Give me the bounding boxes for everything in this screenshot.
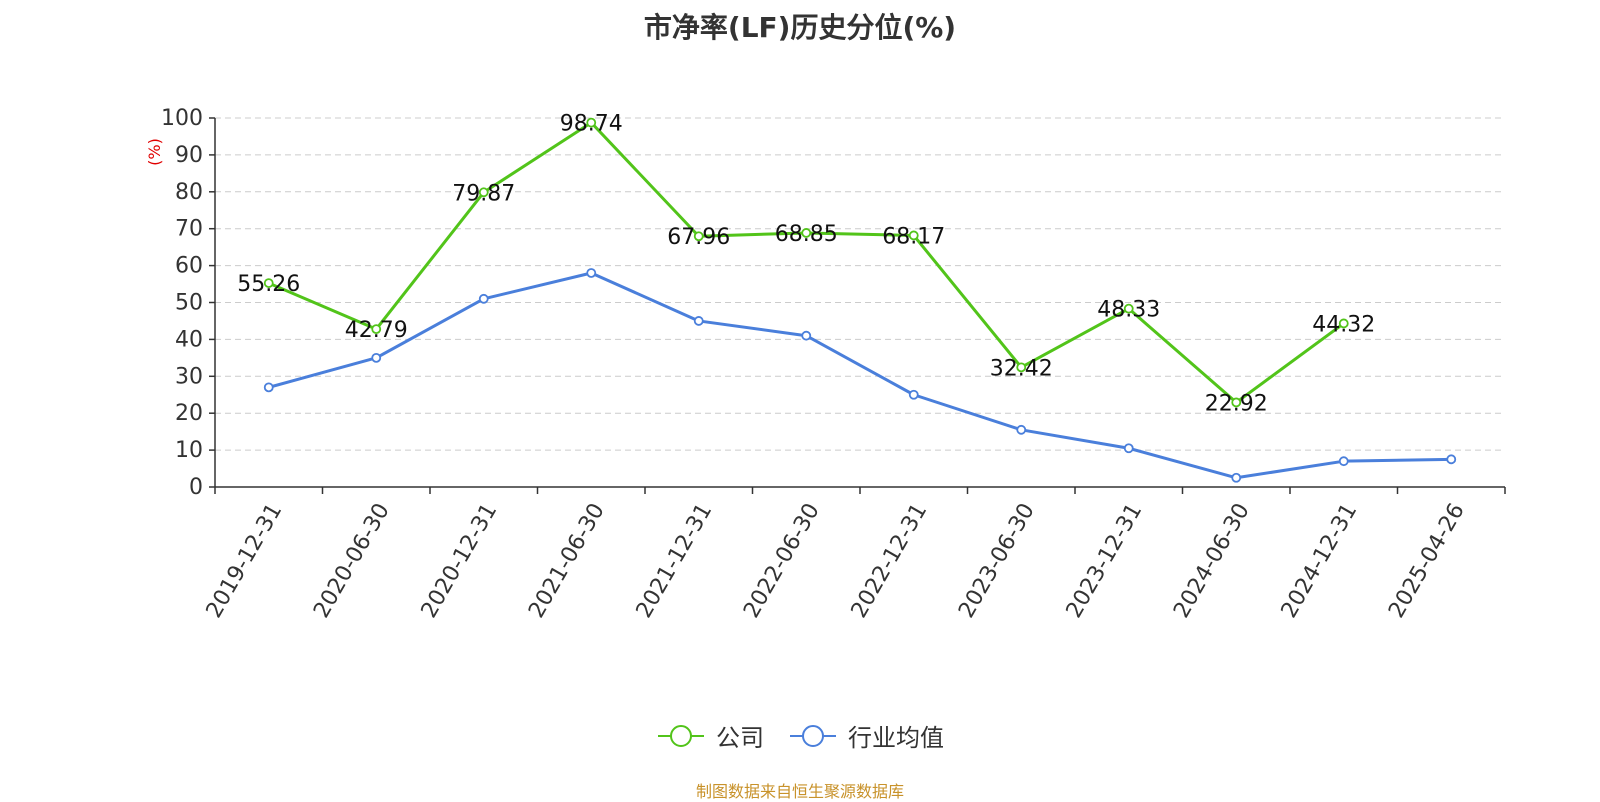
data-label: 67.96: [667, 225, 730, 250]
series-行业均值: [263, 268, 1457, 483]
data-point[interactable]: [478, 293, 489, 304]
legend-circle: [802, 724, 824, 747]
data-label: 79.87: [452, 181, 515, 206]
y-tick-label: 100: [161, 106, 203, 131]
legend[interactable]: 公司 行业均值: [0, 718, 1600, 753]
data-point[interactable]: [1338, 456, 1349, 467]
line-chart: 0 10 20 30 40 50 60 70 80 90 100 2019-12-31 2020-06…: [145, 106, 1506, 622]
y-tick-label: 50: [175, 291, 203, 316]
x-tick-label: 2020-12-31: [417, 499, 503, 622]
y-tick-label: 20: [175, 401, 203, 426]
data-point[interactable]: [801, 228, 812, 238]
data-point[interactable]: [586, 117, 597, 128]
series-layer: 55.26 42.79 79.87 98.74 67.96 68.85 68.17 32.42…: [237, 112, 1457, 483]
y-tick-label: 90: [175, 143, 203, 168]
x-tick-label: 2022-06-30: [739, 499, 825, 622]
data-label: 48.33: [1097, 298, 1160, 323]
y-tick-label: 80: [175, 180, 203, 205]
data-label: 44.32: [1312, 312, 1375, 337]
y-tick-label: 0: [189, 475, 203, 500]
data-label: 68.17: [882, 224, 945, 249]
data-point[interactable]: [693, 231, 704, 242]
data-point[interactable]: [586, 268, 597, 278]
data-point[interactable]: [1231, 397, 1242, 408]
data-point[interactable]: [1016, 424, 1027, 435]
x-tick-label: 2023-06-30: [954, 499, 1040, 622]
data-label: 42.79: [345, 318, 408, 343]
data-point[interactable]: [908, 389, 919, 400]
data-label: 55.26: [237, 272, 300, 297]
legend-label: 行业均值: [848, 724, 944, 752]
data-point[interactable]: [1231, 472, 1242, 483]
data-point[interactable]: [1123, 443, 1134, 454]
x-tick-label: 2021-12-31: [632, 499, 718, 622]
data-label: 98.74: [560, 112, 623, 137]
legend-item[interactable]: 公司: [656, 718, 764, 753]
data-point[interactable]: [1016, 362, 1027, 373]
y-tick-label: 60: [175, 254, 203, 279]
data-label: 22.92: [1205, 391, 1268, 416]
data-point[interactable]: [693, 316, 704, 326]
data-point[interactable]: [263, 382, 274, 393]
grid-lines: [215, 117, 1505, 451]
series-line: [268, 121, 1345, 404]
series-公司: 55.26 42.79 79.87 98.74 67.96 68.85 68.17 32.42…: [237, 112, 1375, 417]
data-label: 32.42: [990, 356, 1053, 381]
data-point[interactable]: [908, 230, 919, 241]
legend-line-circle-icon: [790, 724, 836, 747]
data-point[interactable]: [1446, 454, 1457, 465]
y-tick-label: 40: [175, 327, 203, 352]
legend-item[interactable]: 行业均值: [788, 718, 944, 753]
x-axis: 2019-12-31 2020-06-30 2020-12-31 2021-06-30…: [202, 486, 1506, 622]
legend-line-circle-icon: [658, 724, 704, 747]
chart-title: 市净率(LF)历史分位(%): [643, 11, 957, 44]
y-tick-label: 30: [175, 364, 203, 389]
data-point[interactable]: [263, 278, 274, 288]
y-axis-label: (%): [145, 138, 164, 166]
source-note: 制图数据来自恒生聚源数据库: [695, 782, 904, 801]
x-tick-label: 2025-04-26: [1384, 499, 1470, 622]
x-tick-label: 2019-12-31: [202, 499, 288, 622]
x-tick-label: 2024-12-31: [1277, 499, 1363, 622]
x-tick-label: 2024-06-30: [1169, 499, 1255, 622]
x-tick-label: 2022-12-31: [847, 499, 933, 622]
data-label: 68.85: [775, 222, 838, 247]
data-point[interactable]: [1338, 318, 1349, 329]
data-point[interactable]: [371, 324, 382, 335]
data-point[interactable]: [478, 187, 489, 198]
x-tick-label: 2021-06-30: [524, 499, 610, 622]
x-tick-label: 2020-06-30: [309, 499, 395, 622]
series-line: [268, 271, 1452, 480]
data-point[interactable]: [801, 330, 812, 341]
y-axis: 0 10 20 30 40 50 60 70 80 90 100: [161, 106, 216, 500]
data-point[interactable]: [371, 352, 382, 363]
y-tick-label: 70: [175, 217, 203, 242]
y-tick-label: 10: [175, 438, 203, 463]
legend-label: 公司: [716, 724, 764, 752]
legend-circle: [670, 724, 692, 747]
data-point[interactable]: [1123, 303, 1134, 314]
x-tick-label: 2023-12-31: [1062, 499, 1148, 622]
